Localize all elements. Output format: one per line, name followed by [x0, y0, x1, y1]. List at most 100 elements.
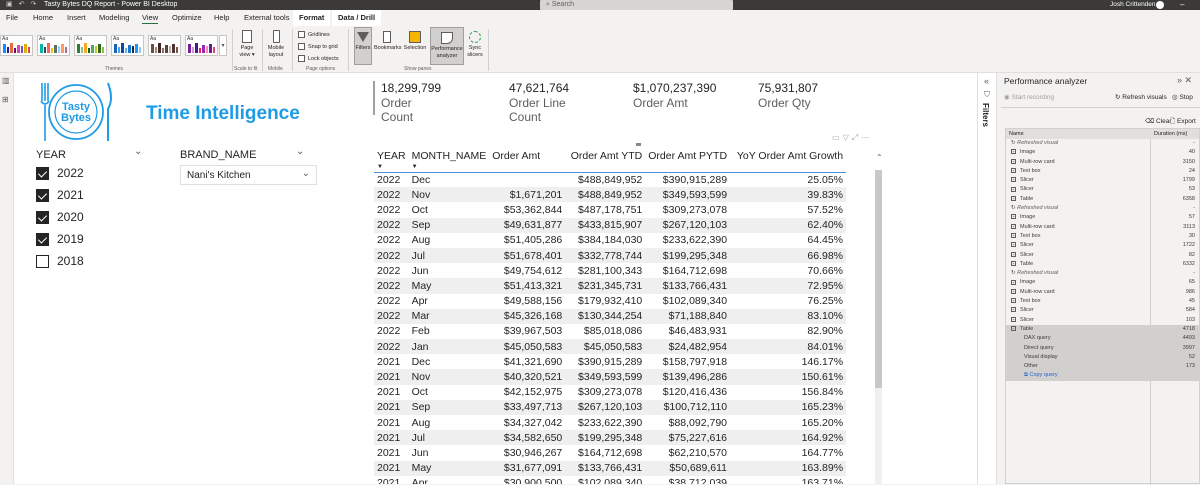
resize-handle[interactable]: [636, 143, 641, 146]
table-row[interactable]: 2022 Jun $49,754,612 $281,100,343 $164,712,6…: [374, 263, 846, 278]
perf-list-item[interactable]: + Slicer 82: [1006, 251, 1199, 260]
table-row[interactable]: 2022 Jul $51,678,401 $332,778,744 $199,295,3…: [374, 247, 847, 264]
table-row[interactable]: 2022 Dec $488,849,952 $390,915,289 25.05%: [374, 172, 846, 187]
page-view-button[interactable]: Page view ▾: [236, 30, 258, 59]
expand-icon[interactable]: +: [1011, 288, 1016, 294]
column-header-order-amt[interactable]: Order Amt: [489, 145, 566, 173]
snap-to-grid-checkbox[interactable]: Snap to grid: [298, 43, 338, 50]
perf-list-item[interactable]: + Multi-row card 3113: [1006, 223, 1199, 232]
export-button[interactable]: 🗋 Export: [1170, 117, 1196, 128]
mobile-layout-button[interactable]: Mobile layout: [265, 30, 287, 59]
perf-list-item[interactable]: + Image 65: [1006, 278, 1199, 287]
column-name-header[interactable]: Name: [1009, 131, 1024, 137]
expand-chevrons-icon[interactable]: «: [984, 76, 990, 86]
sync-slicers-button[interactable]: Sync slicers: [466, 27, 484, 65]
perf-list-item[interactable]: Visual display 52: [1006, 352, 1199, 363]
perf-list-item[interactable]: ↻ Refreshed visual -: [1006, 139, 1199, 148]
year-option-2020[interactable]: 2020: [36, 210, 84, 224]
performance-analyzer-button[interactable]: Performance analyzer: [430, 27, 464, 65]
perf-list-item[interactable]: + Text box 45: [1006, 297, 1199, 306]
perf-list-item[interactable]: Other 173: [1006, 362, 1199, 372]
filters-pane-collapsed[interactable]: « ⛉ Filters: [977, 73, 997, 484]
expand-icon[interactable]: +: [1011, 298, 1016, 304]
filters-pane-button[interactable]: Filters: [354, 27, 372, 65]
table-row[interactable]: 2021 Sep $33,497,713 $267,120,103 $100,712,1…: [374, 399, 847, 415]
multi-row-card[interactable]: 18,299,799 Order Count 47,621,764 Order Li…: [373, 81, 818, 124]
year-option-2022[interactable]: 2022: [36, 166, 84, 180]
theme-swatch-1[interactable]: Aa: [0, 35, 33, 56]
close-icon[interactable]: ✕: [1184, 75, 1193, 85]
tab-external-tools[interactable]: External tools: [244, 13, 290, 22]
perf-list-item[interactable]: + Image 40: [1006, 148, 1199, 157]
tab-view[interactable]: View: [142, 13, 159, 24]
theme-swatch-3[interactable]: Aa: [74, 35, 107, 56]
perf-list-item[interactable]: DAX query 4493: [1006, 334, 1199, 344]
bookmarks-pane-button[interactable]: Bookmarks: [374, 27, 402, 65]
table-row[interactable]: 2022 Feb $39,967,503 $85,018,086 $46,483,931…: [374, 324, 846, 339]
perf-list-item[interactable]: ⧉ Copy query: [1006, 371, 1199, 381]
more-options-icon[interactable]: ⋯: [861, 133, 873, 142]
perf-list-item[interactable]: + Slicer 584: [1006, 306, 1199, 315]
tab-insert[interactable]: Insert: [67, 13, 86, 22]
theme-swatch-5[interactable]: Aa: [148, 35, 181, 56]
search-box[interactable]: ⌕ Search: [540, 0, 733, 10]
table-row[interactable]: 2022 Nov $1,671,201 $488,849,952 $349,593,59…: [374, 187, 847, 203]
perf-list-item[interactable]: + Multi-row card 986: [1006, 288, 1199, 297]
table-row[interactable]: 2021 Apr $30,900,500 $102,089,340 $38,712,03…: [374, 476, 846, 484]
perf-list-item[interactable]: + Table 6358: [1006, 195, 1199, 204]
column-header-order-amt-pytd[interactable]: Order Amt PYTD: [645, 145, 731, 173]
perf-list-item[interactable]: ↻ Refreshed visual -: [1006, 204, 1199, 213]
tab-file[interactable]: File: [6, 13, 19, 22]
expand-icon[interactable]: +: [1011, 260, 1016, 266]
theme-swatch-6[interactable]: Aa: [185, 35, 218, 56]
year-option-2021[interactable]: 2021: [36, 188, 84, 202]
expand-icon[interactable]: +: [1011, 158, 1016, 164]
performance-results-list[interactable]: Name Duration (ms) ↻ Refreshed visual - + I…: [1005, 128, 1200, 485]
table-row[interactable]: 2021 Dec $41,321,690 $390,915,289 $158,797,9…: [374, 354, 846, 369]
expand-icon[interactable]: +: [1011, 214, 1016, 220]
theme-swatch-2[interactable]: Aa: [37, 35, 70, 56]
lock-objects-checkbox[interactable]: Lock objects: [298, 55, 339, 62]
chevron-down-icon[interactable]: ⌄: [134, 146, 143, 157]
table-row[interactable]: 2021 May $31,677,091 $133,766,431 $50,689,61…: [374, 460, 847, 476]
column-header-order-amt-ytd[interactable]: Order Amt YTD: [565, 145, 646, 173]
start-recording-button[interactable]: ◉ Start recording: [1004, 93, 1054, 101]
table-row[interactable]: 2022 Mar $45,326,168 $130,344,254 $71,188,84…: [374, 308, 847, 324]
table-row[interactable]: 2022 May $51,413,321 $231,345,731 $133,766,4…: [374, 278, 847, 294]
collapse-pane-icon[interactable]: »: [1177, 75, 1183, 85]
expand-icon[interactable]: +: [1011, 233, 1016, 239]
brand-dropdown[interactable]: Nani's Kitchen ⌄: [180, 165, 317, 185]
refresh-visuals-button[interactable]: ↻ Refresh visuals: [1115, 93, 1167, 101]
expand-icon[interactable]: +: [1011, 149, 1016, 155]
quick-access-icons[interactable]: ▣↶↷: [6, 1, 43, 8]
avatar[interactable]: [1156, 1, 1164, 9]
expand-icon[interactable]: +: [1011, 167, 1016, 173]
perf-list-item[interactable]: + Multi-row card 3150: [1006, 158, 1199, 167]
expand-icon[interactable]: +: [1011, 223, 1016, 229]
column-header-month[interactable]: MONTH_NAME ▼: [408, 145, 490, 173]
theme-swatch-4[interactable]: Aa: [111, 35, 144, 56]
table-row[interactable]: 2021 Jul $34,582,650 $199,295,348 $75,227,61…: [374, 430, 847, 446]
perf-list-item[interactable]: + Slicer 1799: [1006, 176, 1199, 185]
year-option-2018[interactable]: 2018: [36, 254, 84, 268]
perf-list-item[interactable]: + Text box 30: [1006, 232, 1199, 241]
themes-more-chevron-icon[interactable]: ▾: [219, 35, 227, 56]
comment-icon[interactable]: ▭: [832, 133, 843, 142]
scroll-up-arrow-icon[interactable]: ⌃: [876, 153, 883, 162]
perf-list-item[interactable]: ↻ Refreshed visual -: [1006, 269, 1199, 278]
clear-button[interactable]: ⌫ Clear: [1145, 117, 1172, 125]
table-row[interactable]: 2022 Aug $51,405,286 $384,184,030 $233,622,3…: [374, 233, 846, 248]
collapse-icon[interactable]: −: [1011, 325, 1016, 331]
expand-icon[interactable]: +: [1011, 195, 1016, 201]
table-row[interactable]: 2022 Sep $49,631,877 $433,815,907 $267,120,1…: [374, 217, 847, 233]
perf-list-item[interactable]: Direct query 3997: [1006, 343, 1199, 353]
perf-list-item[interactable]: + Text box 24: [1006, 167, 1199, 176]
focus-mode-icon[interactable]: ⤢: [851, 133, 862, 142]
table-row[interactable]: 2021 Oct $42,152,975 $309,273,078 $120,416,4…: [374, 385, 846, 400]
selection-pane-button[interactable]: Selection: [402, 27, 428, 65]
expand-icon[interactable]: +: [1011, 251, 1016, 257]
expand-icon[interactable]: +: [1011, 186, 1016, 192]
table-row[interactable]: 2022 Apr $49,588,156 $179,932,410 $102,089,3…: [374, 294, 846, 309]
minimize-button[interactable]: –: [1180, 0, 1185, 9]
chevron-down-icon[interactable]: ⌄: [296, 146, 305, 157]
